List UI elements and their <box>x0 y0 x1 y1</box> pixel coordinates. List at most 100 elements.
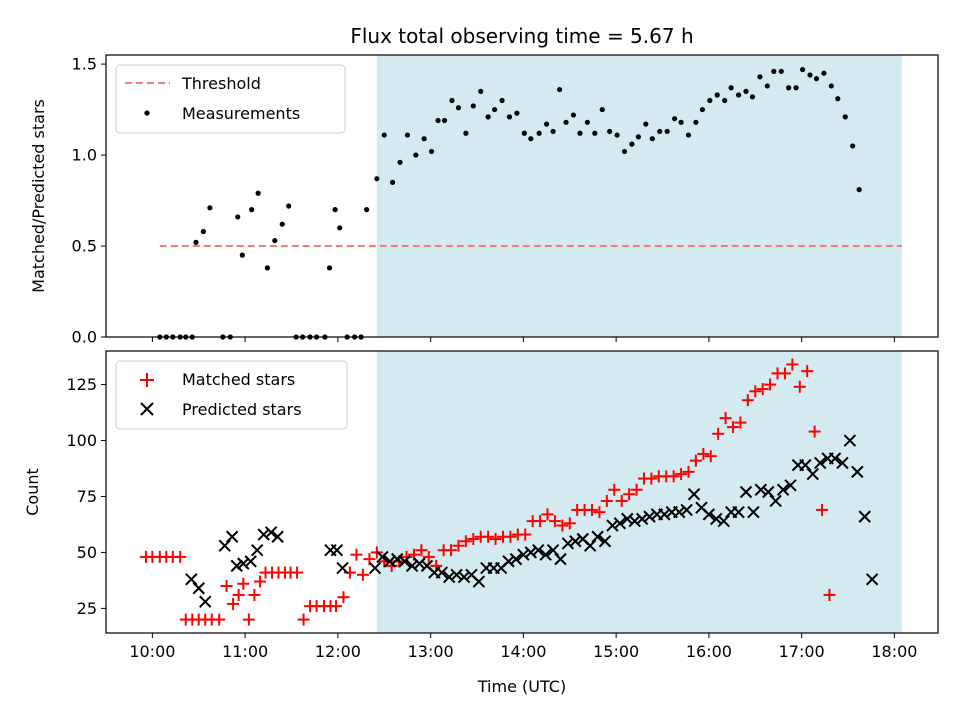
predicted-marker-b <box>799 458 812 472</box>
predicted-star-point <box>680 503 693 517</box>
matched-star-point <box>291 566 304 579</box>
predicted-star-point <box>739 485 753 499</box>
measurement-point <box>821 70 827 76</box>
matched-star-point <box>734 416 747 429</box>
chart-title: Flux total observing time = 5.67 h <box>350 24 693 48</box>
measurement-point <box>326 265 333 271</box>
predicted-marker-b <box>420 559 434 573</box>
predicted-marker-b <box>413 557 426 570</box>
predicted-marker-b <box>391 552 404 566</box>
matched-star-point <box>593 506 606 519</box>
measurement-point <box>264 265 270 271</box>
matched-star-point <box>689 454 702 467</box>
ratio-x-ticks <box>151 337 895 342</box>
matched-star-point <box>675 468 688 481</box>
predicted-star-point <box>784 479 797 492</box>
matched-star-point <box>482 530 495 543</box>
measurement-point <box>207 205 213 211</box>
predicted-star-point <box>621 512 634 526</box>
predicted-star-point <box>192 582 205 595</box>
predicted-marker-b <box>457 570 471 584</box>
matched-star-point <box>248 588 261 601</box>
matched-star-point <box>682 465 695 478</box>
predicted-marker-b <box>813 456 827 470</box>
predicted-star-point <box>225 530 239 543</box>
matched-star-point <box>556 519 569 532</box>
matched-star-point <box>422 550 435 563</box>
predicted-marker-b <box>450 568 463 582</box>
predicted-marker-b <box>776 483 790 496</box>
matched-star-point <box>741 394 754 407</box>
measurement-point <box>235 214 241 220</box>
predicted-star-point <box>368 561 382 575</box>
predicted-marker-b <box>257 528 270 541</box>
predicted-star-point <box>806 467 819 481</box>
matched-star-point <box>467 533 480 545</box>
measurement-point <box>778 68 784 74</box>
measurement-point <box>381 132 387 138</box>
predicted-marker-b <box>687 488 701 501</box>
count-y-ticks: 25 50 75 100 125 <box>66 375 106 618</box>
measurement-point <box>514 110 520 116</box>
measurement-point <box>521 130 527 136</box>
count-x-ticks: 10:00 11:00 12:00 13:00 14:00 15:00 16:00 17:00… <box>129 633 917 661</box>
measurement-point <box>550 128 556 135</box>
predicted-marker-b <box>754 483 768 496</box>
matched-star-point <box>415 544 428 557</box>
y-tick-label: 50 <box>77 543 97 562</box>
measurement-point <box>649 136 655 142</box>
predicted-marker-b <box>330 543 344 557</box>
predicted-star-point <box>237 557 250 570</box>
count-points <box>139 358 879 626</box>
measurement-points <box>157 66 862 340</box>
predicted-star-point <box>532 543 545 557</box>
measurement-point <box>239 252 245 258</box>
predicted-star-point <box>583 539 597 552</box>
measurement-point <box>421 136 427 142</box>
measurement-point <box>749 94 756 100</box>
predicted-marker-b <box>398 555 411 568</box>
legend-threshold-label: Threshold <box>181 74 261 93</box>
measurement-point <box>506 114 513 120</box>
predicted-marker-b <box>695 501 708 514</box>
ratio-y-axis-label: Matched/Predicted stars <box>29 99 48 293</box>
ratio-legend-box <box>115 64 346 134</box>
predicted-marker-b <box>336 561 349 575</box>
predicted-star-point <box>613 517 627 530</box>
measurement-point <box>856 187 862 193</box>
measurement-point <box>584 119 590 125</box>
predicted-star-point <box>858 510 871 523</box>
predicted-star-point <box>643 510 656 523</box>
predicted-marker-b <box>858 510 871 523</box>
matched-star-point <box>793 380 806 393</box>
measurement-point <box>643 121 649 127</box>
measurement-point <box>200 228 206 235</box>
predicted-star-point <box>457 570 471 584</box>
predicted-star-point <box>271 530 284 543</box>
predicted-star-point <box>539 548 552 561</box>
measurement-point <box>435 117 441 124</box>
y-tick-label: 100 <box>66 431 97 450</box>
matched-star-point <box>297 613 310 626</box>
predicted-star-point <box>569 535 582 548</box>
predicted-star-point <box>517 548 530 561</box>
y-tick-label: 75 <box>77 487 97 506</box>
predicted-star-point <box>865 573 879 586</box>
measurement-point <box>492 106 498 113</box>
predicted-marker-b <box>784 479 797 492</box>
predicted-marker-b <box>383 555 397 568</box>
measurement-point <box>332 207 338 213</box>
matched-star-point <box>548 515 561 528</box>
predicted-marker-b <box>244 555 257 568</box>
measurement-point <box>577 130 583 136</box>
predicted-marker-b <box>465 568 478 582</box>
predicted-marker-b <box>524 546 538 559</box>
predicted-marker-b <box>732 505 745 519</box>
predicted-marker-b <box>865 573 879 586</box>
measurement-point <box>528 136 534 142</box>
matched-star-point <box>600 494 613 507</box>
matched-star-point <box>823 588 836 601</box>
matched-star-point <box>667 470 680 483</box>
matched-star-point <box>242 613 255 626</box>
predicted-star-point <box>769 494 782 508</box>
